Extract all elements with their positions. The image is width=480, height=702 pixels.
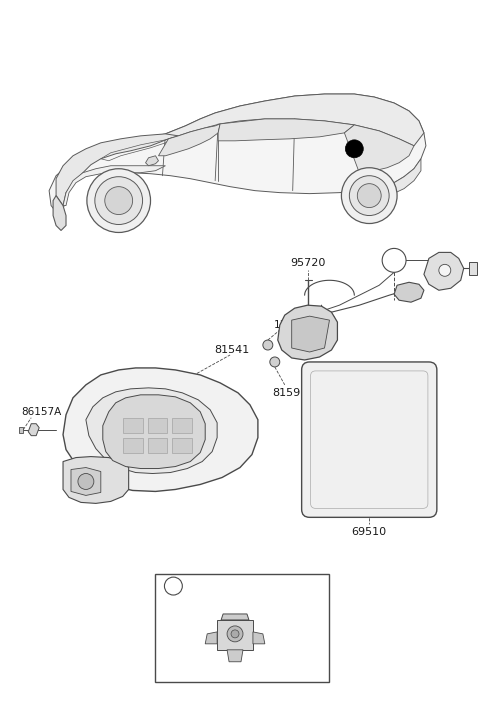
Polygon shape (394, 282, 424, 302)
Circle shape (346, 140, 363, 158)
Polygon shape (278, 305, 337, 360)
Polygon shape (354, 159, 421, 199)
Circle shape (227, 626, 243, 642)
Polygon shape (71, 468, 101, 496)
Circle shape (382, 249, 406, 272)
Polygon shape (63, 368, 258, 491)
Circle shape (87, 168, 151, 232)
Polygon shape (217, 620, 253, 650)
Polygon shape (28, 424, 39, 436)
Text: 86157A: 86157A (21, 406, 61, 417)
Circle shape (95, 177, 143, 225)
Circle shape (165, 577, 182, 595)
Polygon shape (292, 316, 329, 352)
Polygon shape (147, 418, 168, 432)
Polygon shape (147, 437, 168, 453)
Polygon shape (19, 427, 23, 432)
Polygon shape (218, 119, 354, 141)
Text: 1123AC: 1123AC (274, 320, 315, 330)
Polygon shape (172, 437, 192, 453)
Circle shape (341, 168, 397, 223)
Polygon shape (145, 156, 158, 166)
Circle shape (263, 340, 273, 350)
Circle shape (231, 630, 239, 638)
Text: 81199: 81199 (216, 580, 254, 592)
Polygon shape (424, 253, 464, 290)
Circle shape (78, 474, 94, 489)
Circle shape (439, 265, 451, 277)
Polygon shape (103, 395, 205, 468)
Polygon shape (63, 456, 129, 503)
Polygon shape (63, 166, 166, 206)
Circle shape (349, 176, 389, 216)
Polygon shape (158, 124, 220, 156)
Text: 95720: 95720 (290, 258, 325, 268)
Polygon shape (227, 650, 243, 662)
Polygon shape (253, 632, 265, 644)
Circle shape (357, 184, 381, 208)
Polygon shape (123, 437, 143, 453)
Polygon shape (166, 94, 424, 146)
FancyBboxPatch shape (301, 362, 437, 517)
Text: a: a (170, 581, 176, 591)
Polygon shape (221, 614, 249, 620)
Polygon shape (468, 263, 477, 275)
Polygon shape (344, 125, 414, 173)
Polygon shape (49, 94, 426, 220)
Circle shape (270, 357, 280, 367)
Text: a: a (391, 256, 397, 265)
Text: 69510: 69510 (352, 527, 387, 537)
Polygon shape (123, 418, 143, 432)
Polygon shape (205, 632, 217, 644)
Polygon shape (172, 418, 192, 432)
Polygon shape (53, 196, 66, 230)
Text: 81541: 81541 (215, 345, 250, 355)
Polygon shape (86, 388, 217, 474)
Polygon shape (56, 134, 179, 206)
Bar (156, 574, 329, 682)
Text: 81599: 81599 (272, 388, 307, 398)
Circle shape (105, 187, 132, 215)
